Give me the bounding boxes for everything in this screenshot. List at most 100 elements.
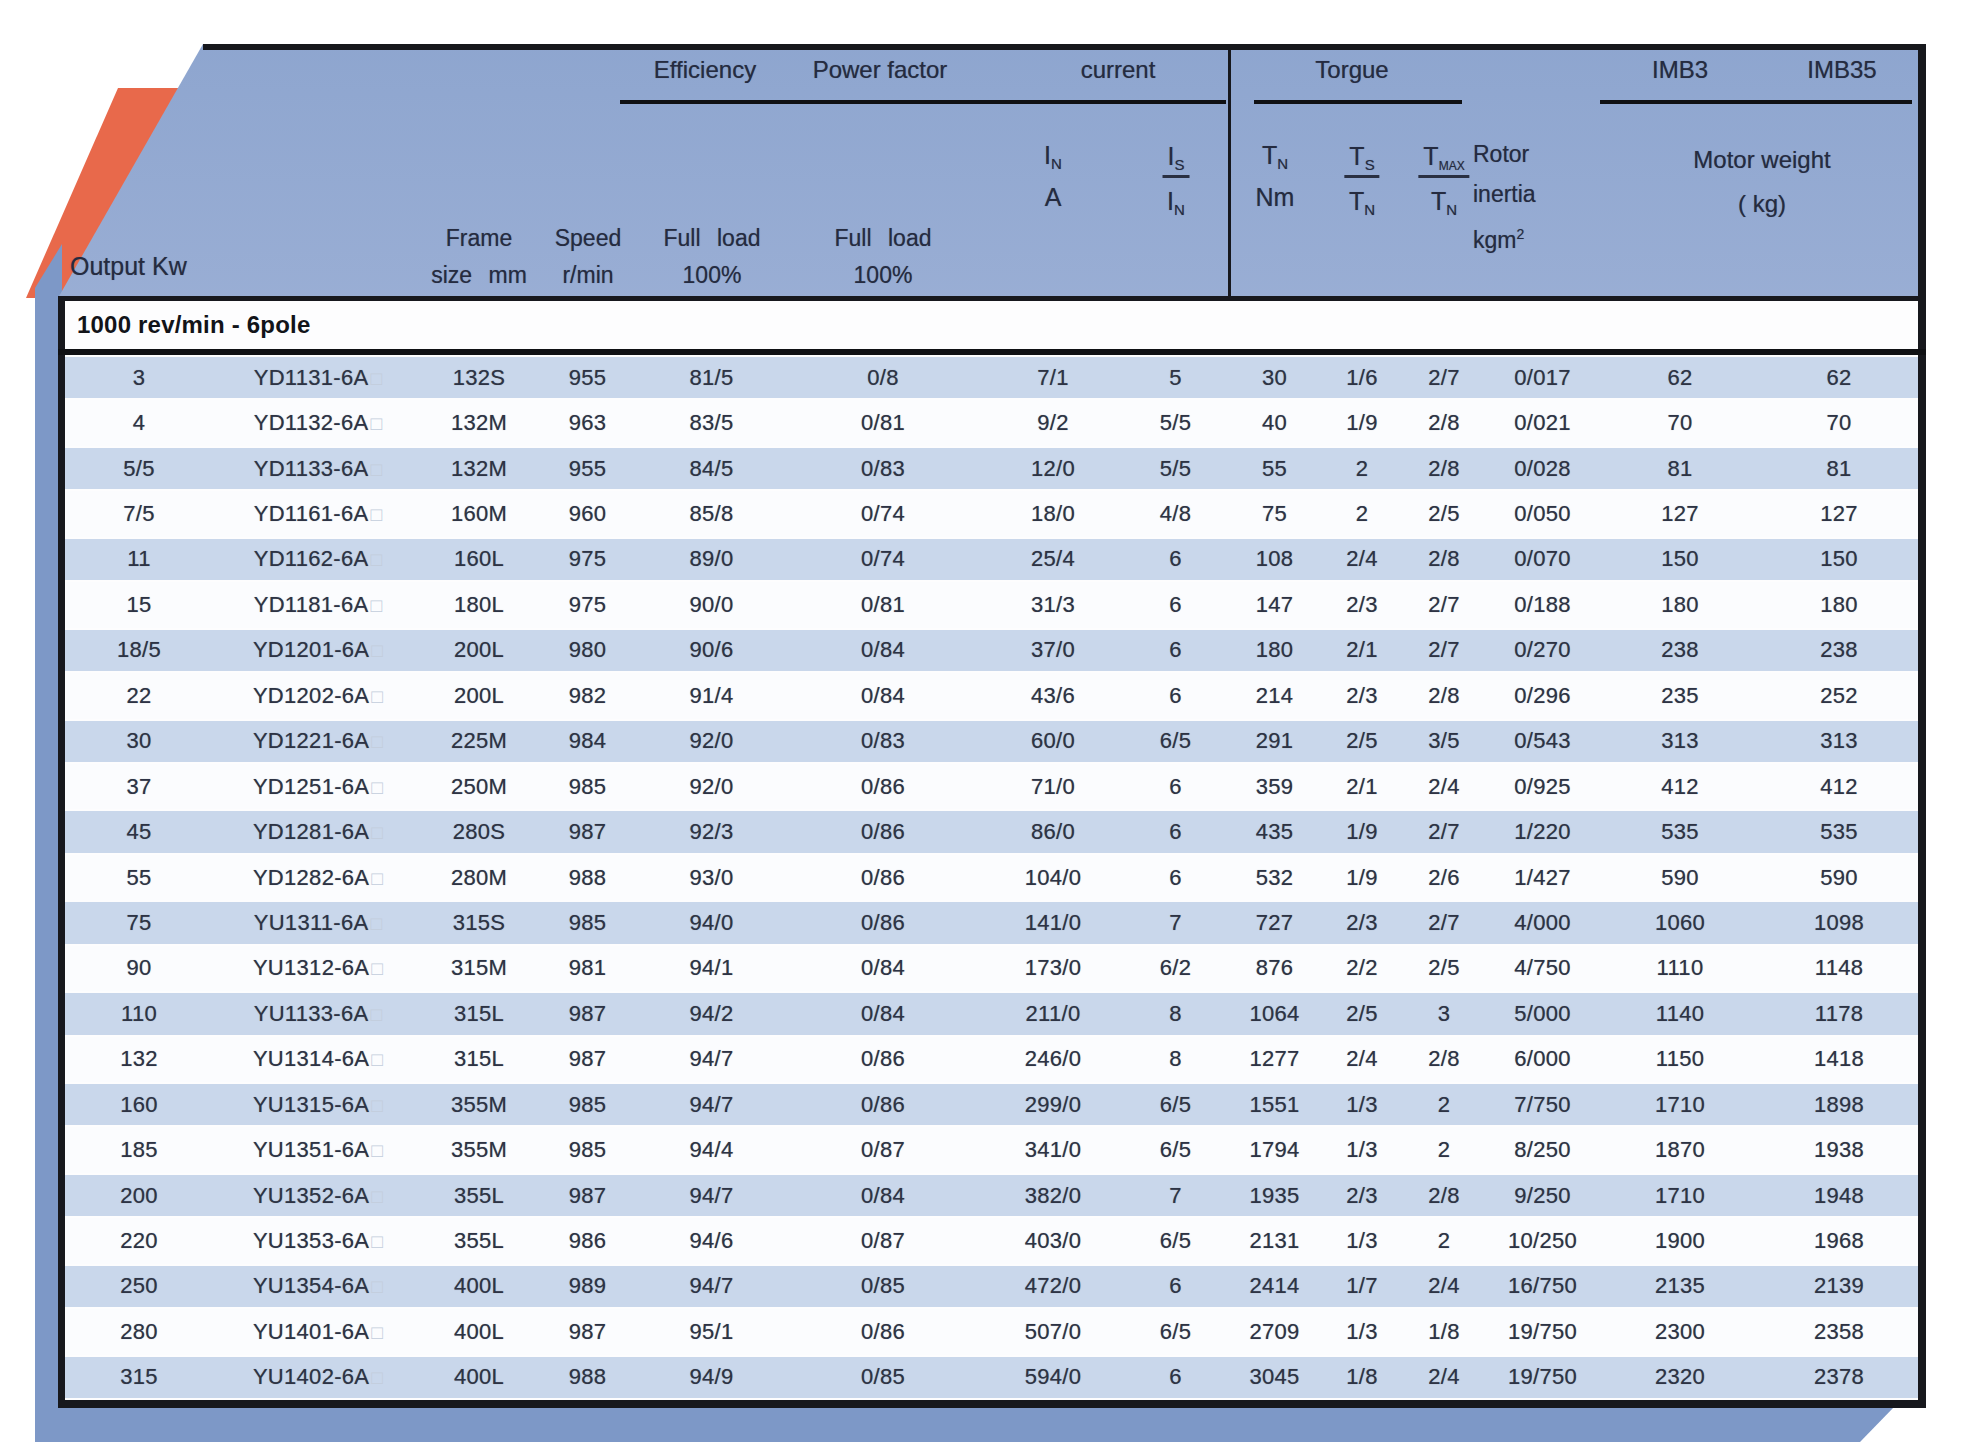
cell-current-is-over-in: 7 [1123,910,1228,936]
cell-efficiency-full-load: 94/1 [640,955,783,981]
column-header-output-kw: Output Kw [70,252,187,281]
cell-torque-tmax-over-tn: 2/7 [1403,910,1485,936]
cell-motor-weight-imb35: 2139 [1760,1273,1918,1299]
cell-current-in-a: 71/0 [983,774,1123,800]
section-label: 1000 rev/min - 6pole [65,311,310,339]
cell-output-kw: 250 [65,1273,213,1299]
model-placeholder-box: □ [371,913,383,934]
cell-efficiency-full-load: 83/5 [640,410,783,436]
cell-torque-tn-nm: 1277 [1228,1046,1321,1072]
cell-model: YD1201-6A□ [213,637,423,663]
column-header-frame-size: Framesize mm [431,220,527,294]
cell-power-factor-full-load: 0/8 [783,365,983,391]
cell-torque-tmax-over-tn: 2/7 [1403,637,1485,663]
cell-rotor-inertia-kgm2: 19/750 [1485,1364,1600,1390]
cell-frame-size: 400L [423,1364,535,1390]
model-placeholder-box: □ [371,368,383,389]
cell-speed: 987 [535,819,640,845]
cell-torque-tmax-over-tn: 1/8 [1403,1319,1485,1345]
cell-torque-tn-nm: 2709 [1228,1319,1321,1345]
cell-motor-weight-imb35: 1098 [1760,910,1918,936]
column-group-imb35: IMB35 [1807,56,1876,84]
cell-power-factor-full-load: 0/81 [783,410,983,436]
model-placeholder-box: □ [371,1095,383,1116]
cell-speed: 955 [535,456,640,482]
cell-motor-weight-imb3: 238 [1600,637,1760,663]
cell-motor-weight-imb3: 590 [1600,865,1760,891]
cell-torque-ts-over-tn: 2/1 [1321,637,1403,663]
cell-power-factor-full-load: 0/86 [783,1319,983,1345]
model-placeholder-box: □ [371,1322,383,1343]
cell-frame-size: 315L [423,1046,535,1072]
cell-motor-weight-imb35: 1948 [1760,1183,1918,1209]
cell-frame-size: 250M [423,774,535,800]
cell-torque-tn-nm: 55 [1228,456,1321,482]
cell-frame-size: 400L [423,1319,535,1345]
cell-torque-ts-over-tn: 2/4 [1321,1046,1403,1072]
cell-motor-weight-imb35: 127 [1760,501,1918,527]
cell-current-in-a: 382/0 [983,1183,1123,1209]
cell-speed: 985 [535,910,640,936]
cell-rotor-inertia-kgm2: 1/427 [1485,865,1600,891]
cell-speed: 955 [535,365,640,391]
cell-motor-weight-imb3: 1140 [1600,1001,1760,1027]
cell-current-is-over-in: 6 [1123,546,1228,572]
cell-speed: 987 [535,1183,640,1209]
cell-current-in-a: 9/2 [983,410,1123,436]
cell-torque-ts-over-tn: 1/8 [1321,1364,1403,1390]
cell-output-kw: 37 [65,774,213,800]
cell-motor-weight-imb35: 590 [1760,865,1918,891]
cell-torque-tmax-over-tn: 2 [1403,1228,1485,1254]
cell-efficiency-full-load: 85/8 [640,501,783,527]
cell-rotor-inertia-kgm2: 5/000 [1485,1001,1600,1027]
cell-current-is-over-in: 6 [1123,774,1228,800]
cell-rotor-inertia-kgm2: 1/220 [1485,819,1600,845]
cell-motor-weight-imb35: 150 [1760,546,1918,572]
cell-torque-tn-nm: 1551 [1228,1092,1321,1118]
cell-motor-weight-imb35: 1968 [1760,1228,1918,1254]
cell-output-kw: 132 [65,1046,213,1072]
cell-torque-tn-nm: 180 [1228,637,1321,663]
cell-motor-weight-imb3: 127 [1600,501,1760,527]
cell-torque-tn-nm: 214 [1228,683,1321,709]
cell-output-kw: 75 [65,910,213,936]
cell-torque-ts-over-tn: 2/5 [1321,1001,1403,1027]
table-row: 315YU1402-6A□400L98894/90/85594/0630451/… [65,1355,1918,1400]
cell-model: YU1312-6A□ [213,955,423,981]
table-row: 220YU1353-6A□355L98694/60/87403/06/52131… [65,1218,1918,1263]
table-row: 3YD1131-6A□132S95581/50/87/15301/62/70/0… [65,355,1918,400]
cell-model: YU1353-6A□ [213,1228,423,1254]
cell-current-is-over-in: 5/5 [1123,410,1228,436]
table-row: 55YD1282-6A□280M98893/00/86104/065321/92… [65,855,1918,900]
cell-rotor-inertia-kgm2: 7/750 [1485,1092,1600,1118]
cell-motor-weight-imb3: 1870 [1600,1137,1760,1163]
cell-torque-ts-over-tn: 1/3 [1321,1319,1403,1345]
cell-power-factor-full-load: 0/86 [783,910,983,936]
cell-torque-tn-nm: 2414 [1228,1273,1321,1299]
cell-motor-weight-imb3: 1900 [1600,1228,1760,1254]
cell-current-is-over-in: 6 [1123,865,1228,891]
cell-efficiency-full-load: 91/4 [640,683,783,709]
cell-efficiency-full-load: 94/7 [640,1046,783,1072]
unit-symbol-1: ISIN [1163,134,1190,222]
cell-model: YU1311-6A□ [213,910,423,936]
cell-rotor-inertia-kgm2: 19/750 [1485,1319,1600,1345]
column-header-speed: Speedr/min [555,220,622,294]
cell-motor-weight-imb3: 235 [1600,683,1760,709]
cell-output-kw: 110 [65,1001,213,1027]
cell-power-factor-full-load: 0/86 [783,819,983,845]
cell-motor-weight-imb35: 1418 [1760,1046,1918,1072]
cell-current-is-over-in: 4/8 [1123,501,1228,527]
cell-torque-tn-nm: 40 [1228,410,1321,436]
cell-power-factor-full-load: 0/85 [783,1364,983,1390]
cell-frame-size: 315L [423,1001,535,1027]
cell-output-kw: 5/5 [65,456,213,482]
cell-torque-tmax-over-tn: 2/7 [1403,819,1485,845]
table-row: 7/5YD1161-6A□160M96085/80/7418/04/87522/… [65,491,1918,536]
cell-current-in-a: 141/0 [983,910,1123,936]
cell-torque-ts-over-tn: 1/3 [1321,1228,1403,1254]
cell-torque-tn-nm: 75 [1228,501,1321,527]
cell-rotor-inertia-kgm2: 4/000 [1485,910,1600,936]
cell-current-is-over-in: 5/5 [1123,456,1228,482]
cell-current-is-over-in: 8 [1123,1046,1228,1072]
